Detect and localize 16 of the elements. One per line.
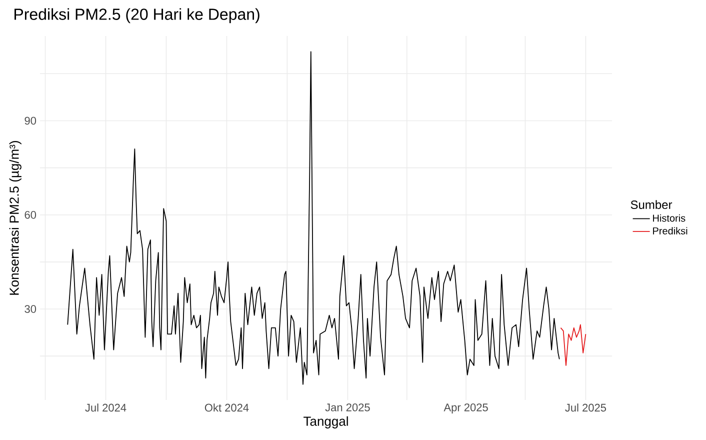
line-series bbox=[67, 51, 560, 385]
y-tick-label: 30 bbox=[24, 305, 36, 313]
chart-title: Prediksi PM2.5 (20 Hari ke Depan) bbox=[14, 8, 260, 24]
legend-label: Historis bbox=[653, 214, 686, 222]
y-axis-title: Konsentrasi PM2.5 (µg/m³) bbox=[9, 141, 22, 295]
x-tick-label: Jul 2024 bbox=[85, 404, 126, 412]
legend-label: Prediksi bbox=[653, 227, 688, 234]
legend-title: Sumber bbox=[630, 200, 672, 209]
x-tick-label: Apr 2025 bbox=[444, 404, 488, 414]
x-tick-label: Jul 2025 bbox=[565, 404, 606, 412]
y-tick-label: 60 bbox=[24, 210, 36, 219]
x-tick-label: Jan 2025 bbox=[325, 404, 370, 412]
x-tick-label: Okt 2024 bbox=[204, 404, 249, 412]
line-series bbox=[560, 324, 586, 366]
x-axis-title: Tanggal bbox=[304, 416, 348, 428]
y-tick-label: 90 bbox=[24, 116, 36, 125]
